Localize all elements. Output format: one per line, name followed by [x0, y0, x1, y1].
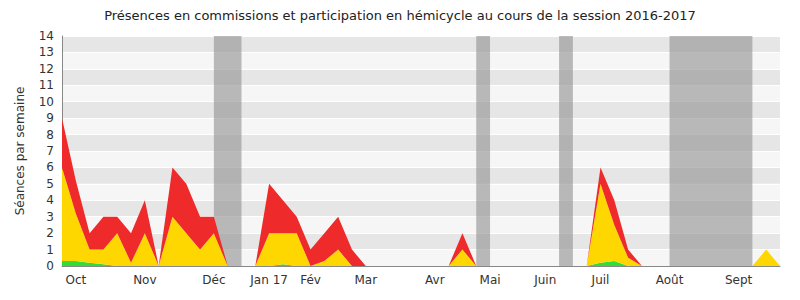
svg-text:14: 14: [39, 29, 54, 43]
svg-text:Fév: Fév: [300, 273, 321, 287]
svg-text:3: 3: [46, 210, 54, 224]
svg-text:Oct: Oct: [65, 273, 86, 287]
svg-text:Juin: Juin: [533, 273, 556, 287]
svg-text:Jan 17: Jan 17: [249, 273, 288, 287]
svg-text:10: 10: [39, 95, 54, 109]
svg-text:11: 11: [39, 78, 54, 92]
svg-text:0: 0: [46, 259, 54, 273]
svg-text:5: 5: [46, 177, 54, 191]
svg-text:Nov: Nov: [133, 273, 156, 287]
svg-text:2: 2: [46, 226, 54, 240]
svg-text:13: 13: [39, 45, 54, 59]
svg-text:Août: Août: [656, 273, 684, 287]
svg-text:4: 4: [46, 193, 54, 207]
svg-text:6: 6: [46, 160, 54, 174]
svg-text:12: 12: [39, 62, 54, 76]
svg-text:Avr: Avr: [425, 273, 445, 287]
svg-text:Juil: Juil: [591, 273, 610, 287]
svg-text:9: 9: [46, 111, 54, 125]
svg-text:Mar: Mar: [354, 273, 377, 287]
svg-text:Présences en commissions et pa: Présences en commissions et participatio…: [104, 8, 696, 23]
svg-text:Sept: Sept: [725, 273, 753, 287]
svg-text:Mai: Mai: [480, 273, 501, 287]
svg-text:Déc: Déc: [202, 273, 225, 287]
svg-text:1: 1: [46, 243, 54, 257]
svg-text:Séances par semaine: Séances par semaine: [13, 87, 27, 216]
svg-text:7: 7: [46, 144, 54, 158]
svg-text:8: 8: [46, 128, 54, 142]
